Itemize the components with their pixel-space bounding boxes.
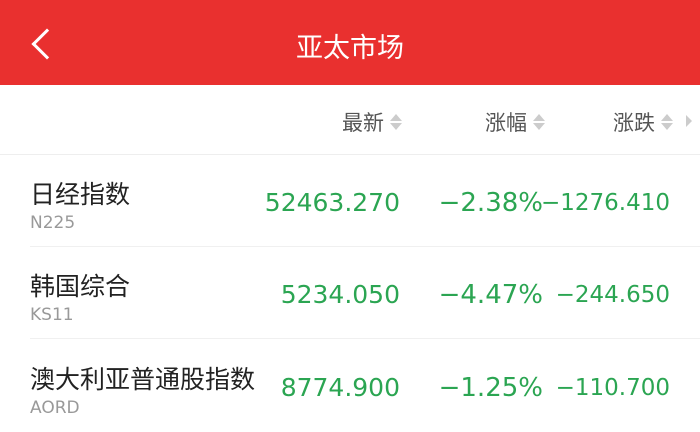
latest-value: 5234.050 [280, 280, 400, 309]
index-code: AORD [30, 398, 80, 418]
sort-pct[interactable]: 涨幅 [485, 107, 545, 137]
table-row[interactable]: 韩国综合 KS11 5234.050 −4.47% −244.650 [0, 247, 700, 339]
column-header: 最新 涨幅 涨跌 [0, 85, 700, 155]
index-name: 澳大利亚普通股指数 [30, 365, 256, 394]
column-pct-label: 涨幅 [485, 111, 527, 135]
change-value: −1276.410 [540, 190, 670, 216]
index-name: 韩国综合 [30, 272, 131, 301]
sort-icon [390, 114, 402, 130]
page-title: 亚太市场 [296, 33, 404, 64]
pct-change: −1.25% [438, 373, 543, 403]
sort-icon [533, 114, 545, 130]
sort-latest[interactable]: 最新 [342, 107, 402, 137]
change-value: −244.650 [555, 282, 670, 308]
sort-icon [661, 114, 673, 130]
column-latest-label: 最新 [342, 111, 384, 135]
change-value: −110.700 [555, 375, 670, 401]
index-name: 日经指数 [30, 180, 131, 209]
top-bar: 亚太市场 [0, 0, 700, 85]
scroll-right-icon[interactable] [686, 115, 692, 127]
sort-change[interactable]: 涨跌 [613, 107, 673, 137]
pct-change: −2.38% [438, 188, 543, 218]
table-row[interactable]: 澳大利亚普通股指数 AORD 8774.900 −1.25% −110.700 [0, 340, 700, 432]
divider [30, 338, 700, 339]
index-code: KS11 [30, 305, 74, 325]
divider [30, 246, 700, 247]
pct-change: −4.47% [438, 280, 543, 310]
latest-value: 8774.900 [280, 373, 400, 402]
column-change-label: 涨跌 [613, 111, 655, 135]
table-row[interactable]: 日经指数 N225 52463.270 −2.38% −1276.410 [0, 155, 700, 247]
index-code: N225 [30, 213, 76, 233]
latest-value: 52463.270 [264, 188, 400, 217]
